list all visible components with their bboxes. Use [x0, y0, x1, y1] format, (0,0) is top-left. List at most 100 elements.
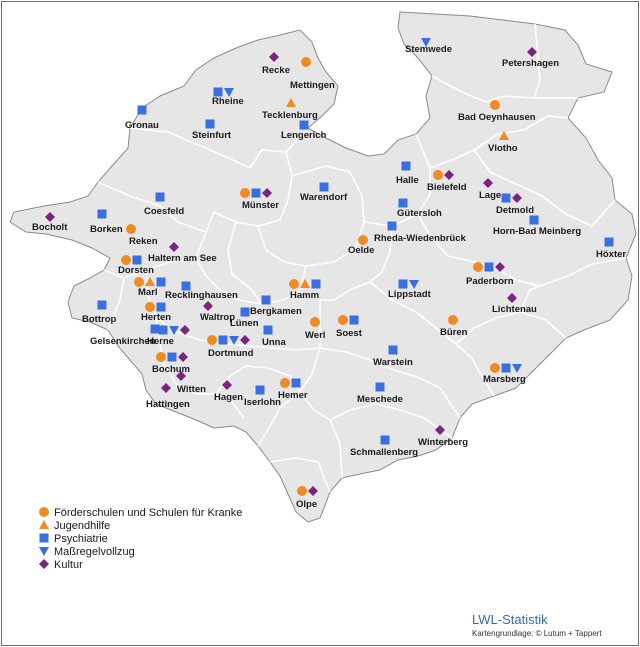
- marl-psychiatrie-marker: [156, 277, 166, 287]
- place-label-haltern-am-see: Haltern am See: [148, 253, 217, 264]
- muenster-foerderschulen-marker: [240, 188, 250, 198]
- place-label-rheine: Rheine: [212, 96, 244, 107]
- district-border: [155, 317, 245, 419]
- place-luenen: [240, 307, 250, 317]
- legend-psychiatrie-symbol: [39, 533, 49, 543]
- place-marl: [134, 277, 166, 287]
- legend-kultur-symbol: [39, 559, 49, 569]
- district-border: [417, 213, 627, 287]
- place-dorsten: [121, 255, 142, 265]
- place-steinfurt: [205, 119, 215, 129]
- borken-psychiatrie-marker: [97, 209, 107, 219]
- place-label-werl: Werl: [305, 330, 325, 341]
- place-label-soest: Soest: [336, 328, 363, 339]
- hemer-foerderschulen-marker: [280, 378, 290, 388]
- place-herne: [158, 325, 190, 335]
- place-reken: [126, 224, 136, 234]
- place-lichtenau: [507, 293, 517, 303]
- haltern-am-see-kultur-marker: [169, 242, 179, 252]
- stemwede-massregelvollzug-marker: [421, 38, 431, 47]
- place-iserlohn: [255, 385, 265, 395]
- marker-layer: [45, 38, 614, 496]
- olpe-kultur-marker: [308, 486, 318, 496]
- vlotho-jugendhilfe-marker: [499, 131, 509, 140]
- waltrop-kultur-marker: [203, 301, 213, 311]
- district-border: [533, 23, 541, 99]
- bochum-kultur-marker: [178, 352, 188, 362]
- herne-psychiatrie-marker: [158, 325, 168, 335]
- place-rheine: [213, 87, 234, 97]
- place-label-bottrop: Bottrop: [82, 314, 116, 325]
- place-witten: [176, 371, 186, 381]
- dortmund-massregelvollzug-marker: [229, 336, 239, 345]
- place-label-bielefeld: Bielefeld: [427, 182, 467, 193]
- lippstadt-massregelvollzug-marker: [409, 280, 419, 289]
- place-lippstadt: [398, 279, 419, 289]
- place-werl: [310, 317, 320, 327]
- marsberg-psychiatrie-marker: [501, 363, 511, 373]
- place-label-waltrop: Waltrop: [200, 312, 235, 323]
- bielefeld-foerderschulen-marker: [433, 170, 443, 180]
- place-guetersloh: [398, 198, 408, 208]
- place-meschede: [375, 382, 385, 392]
- place-vlotho: [499, 131, 509, 140]
- recke-kultur-marker: [269, 52, 279, 62]
- lichtenau-kultur-marker: [507, 293, 517, 303]
- bueren-foerderschulen-marker: [448, 315, 458, 325]
- district-border: [519, 285, 541, 313]
- district-border: [227, 221, 263, 305]
- bochum-psychiatrie-marker: [167, 352, 177, 362]
- place-mettingen: [301, 57, 311, 67]
- luenen-psychiatrie-marker: [240, 307, 250, 317]
- place-borken: [97, 209, 107, 219]
- place-label-lengerich: Lengerich: [281, 130, 327, 141]
- district-border: [431, 75, 578, 103]
- place-dortmund: [207, 335, 250, 345]
- legend-psychiatrie-label: Psychiatrie: [54, 533, 108, 545]
- muenster-kultur-marker: [262, 188, 272, 198]
- place-label-coesfeld: Coesfeld: [144, 206, 184, 217]
- place-olpe: [297, 486, 318, 496]
- recklinghausen-psychiatrie-marker: [181, 281, 191, 291]
- place-bueren: [448, 315, 458, 325]
- place-recke: [269, 52, 279, 62]
- bergkamen-psychiatrie-marker: [261, 295, 271, 305]
- district-border: [195, 231, 307, 305]
- place-label-tecklenburg: Tecklenburg: [262, 110, 318, 121]
- legend-kultur-label: Kultur: [54, 559, 83, 571]
- halle-psychiatrie-marker: [401, 161, 411, 171]
- place-muenster: [240, 188, 272, 198]
- place-label-guetersloh: Gütersloh: [397, 208, 442, 219]
- soest-foerderschulen-marker: [338, 315, 348, 325]
- district-border: [299, 391, 343, 479]
- soest-psychiatrie-marker: [349, 315, 359, 325]
- place-tecklenburg: [286, 98, 296, 107]
- hagen-kultur-marker: [222, 380, 232, 390]
- place-label-iserlohn: Iserlohn: [244, 397, 281, 408]
- place-label-paderborn: Paderborn: [466, 276, 514, 287]
- oelde-foerderschulen-marker: [358, 235, 368, 245]
- witten-kultur-marker: [176, 371, 186, 381]
- district-border: [363, 133, 431, 227]
- district-border: [455, 311, 567, 345]
- place-detmold: [501, 193, 522, 203]
- place-label-halle: Halle: [396, 175, 419, 186]
- place-label-vlotho: Vlotho: [488, 143, 518, 154]
- place-stemwede: [421, 38, 431, 47]
- district-border: [249, 127, 309, 169]
- iserlohn-psychiatrie-marker: [255, 385, 265, 395]
- place-label-recke: Recke: [262, 65, 290, 76]
- place-unna: [263, 325, 273, 335]
- hoexter-psychiatrie-marker: [604, 237, 614, 247]
- place-recklinghausen: [181, 281, 191, 291]
- legend-jugendhilfe-label: Jugendhilfe: [54, 520, 110, 532]
- place-lage: [483, 178, 493, 188]
- detmold-psychiatrie-marker: [501, 193, 511, 203]
- tecklenburg-jugendhilfe-marker: [286, 98, 296, 107]
- marsberg-foerderschulen-marker: [490, 363, 500, 373]
- bochum-foerderschulen-marker: [156, 352, 166, 362]
- place-label-borken: Borken: [90, 224, 123, 235]
- district-border: [205, 151, 293, 233]
- place-label-winterberg: Winterberg: [418, 437, 468, 448]
- legend-massregelvollzug-symbol: [39, 547, 49, 556]
